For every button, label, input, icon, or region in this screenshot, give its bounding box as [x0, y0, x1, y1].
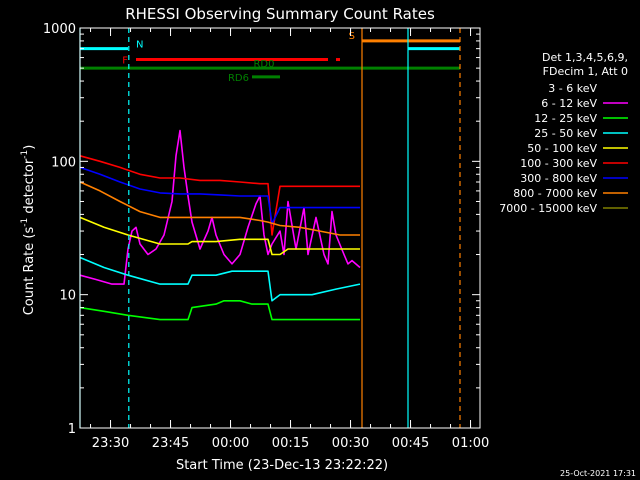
y-axis-label-mid: detector — [22, 158, 37, 218]
y-axis-label: Count Rate (s-1 detector-1) — [20, 145, 37, 316]
series-300-800-kev — [79, 166, 360, 225]
legend-label-7000-15000-kev: 7000 - 15000 keV — [499, 202, 597, 215]
legend-label-25-50-kev: 25 - 50 keV — [534, 127, 597, 140]
legend-label-100-300-kev: 100 - 300 keV — [520, 157, 597, 170]
flag-label-s: S — [349, 31, 355, 42]
y-tick-label: 1 — [68, 422, 76, 437]
x-tick-label: 23:45 — [152, 436, 189, 451]
series-12-25-kev — [79, 299, 360, 321]
legend-label-50-100-kev: 50 - 100 keV — [527, 142, 597, 155]
legend-header-line: FDecim 1, Att 0 — [543, 65, 628, 78]
legend-header-line: Det 1,3,4,5,6,9, — [542, 51, 628, 64]
legend-label-800-7000-kev: 800 - 7000 keV — [513, 187, 597, 200]
flag-label-rd0: RD0 — [253, 59, 274, 70]
legend-label-3-6-kev: 3 - 6 keV — [548, 82, 597, 95]
y-axis-label-sup2: -1 — [20, 150, 30, 159]
flag-label-rd6: RD6 — [228, 73, 249, 84]
series-6-12-kev — [79, 129, 361, 285]
y-axis-label-sup1: -1 — [20, 218, 30, 227]
x-tick-label: 23:30 — [92, 436, 129, 451]
x-tick-label: 00:45 — [392, 436, 429, 451]
flag-label-n: N — [136, 40, 143, 51]
flag-label-f: F — [122, 56, 128, 67]
x-axis-label: Start Time (23-Dec-13 23:22:22) — [176, 458, 388, 473]
x-tick-label: 00:00 — [212, 436, 249, 451]
series-100-300-kev — [79, 155, 360, 236]
y-tick-label: 100 — [51, 155, 76, 170]
legend-label-12-25-kev: 12 - 25 keV — [534, 112, 597, 125]
chart-title: RHESSI Observing Summary Count Rates — [125, 5, 435, 23]
x-tick-label: 01:00 — [452, 436, 489, 451]
y-tick-label: 10 — [59, 289, 76, 304]
legend-label-6-12-kev: 6 - 12 keV — [541, 97, 597, 110]
series-50-100-kev — [79, 216, 360, 256]
vline-layer — [79, 28, 461, 428]
plot-frame — [79, 27, 481, 429]
series-800-7000-kev — [79, 181, 360, 236]
series-25-50-kev — [79, 256, 361, 302]
legend-label-300-800-kev: 300 - 800 keV — [520, 172, 597, 185]
y-axis-label-main: Count Rate (s — [22, 227, 37, 316]
x-tick-label: 00:30 — [332, 436, 369, 451]
axes-layer: 1000 100 10 1 23:30 23:45 00:00 00:15 00:30 00:45… — [43, 22, 489, 451]
timestamp: 25-Oct-2021 17:31 — [560, 469, 636, 478]
y-axis-label-end: ) — [22, 145, 37, 150]
y-tick-label: 1000 — [43, 22, 76, 37]
legend: Det 1,3,4,5,6,9,FDecim 1, Att 0 3 - 6 keV… — [499, 51, 628, 215]
series-layer — [79, 129, 361, 342]
flag-layer: N S F RD0 RD6 — [80, 31, 460, 84]
x-tick-label: 00:15 — [272, 436, 309, 451]
